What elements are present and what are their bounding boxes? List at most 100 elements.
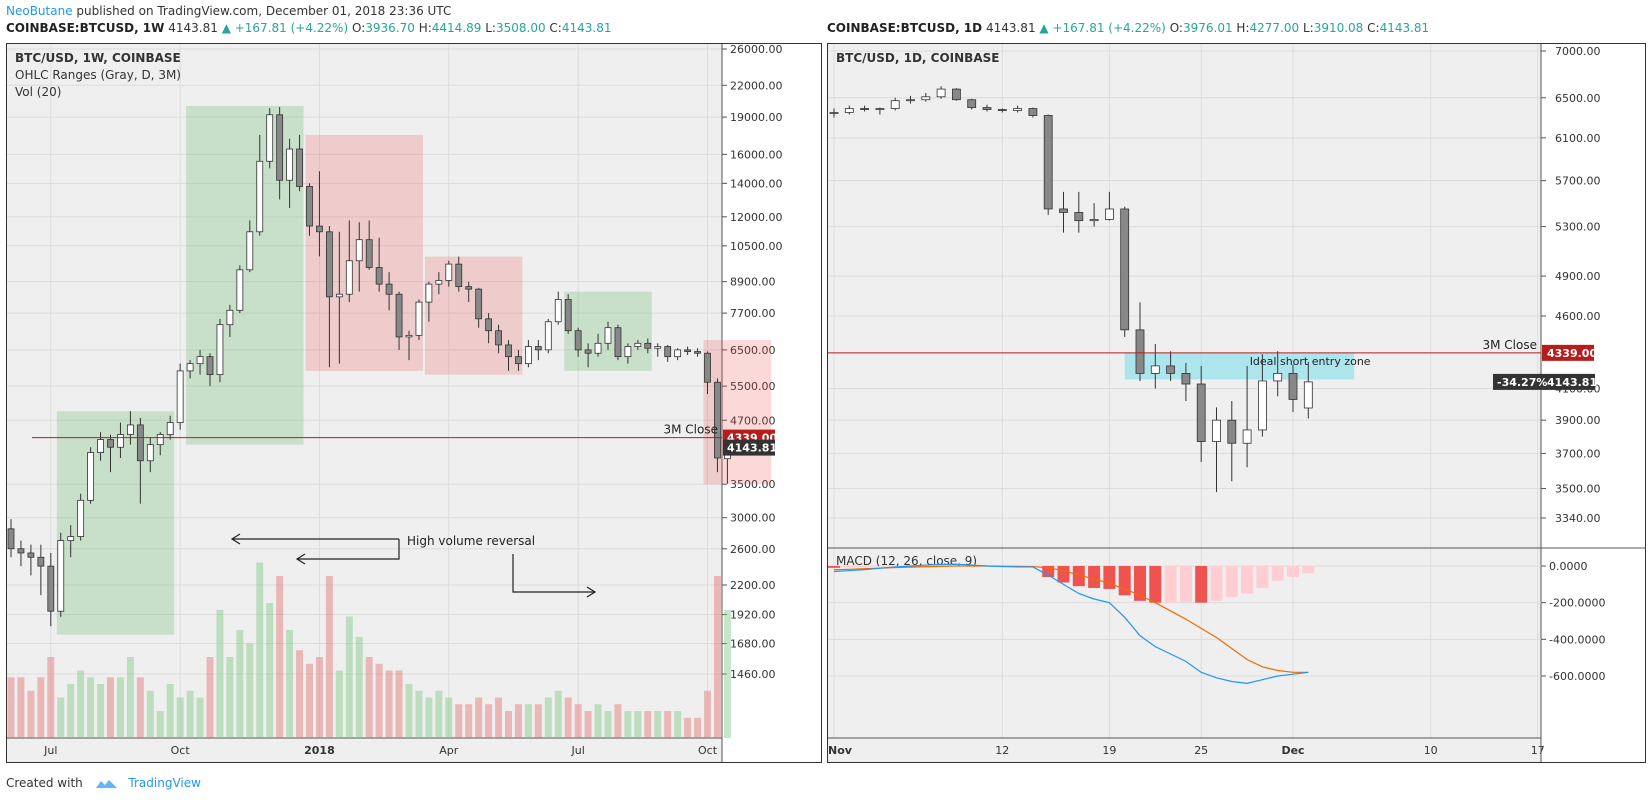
candle-body bbox=[465, 286, 473, 290]
y-tick-label: 12000.00 bbox=[730, 211, 783, 224]
daily-chart-panel[interactable]: 3340.003500.003700.003900.004100.004600.… bbox=[827, 43, 1646, 763]
volume-bar bbox=[594, 704, 602, 738]
volume-bar bbox=[236, 630, 244, 738]
volume-bar bbox=[713, 576, 721, 738]
weekly-chart-svg[interactable]: 1460.00 1680.00 1920.00 2200.00 2600.00 3000.… bbox=[7, 43, 862, 762]
volume-bar bbox=[664, 711, 672, 738]
volume-bar bbox=[176, 697, 184, 738]
macd-line bbox=[833, 563, 1309, 684]
publisher-name[interactable]: NeoButane bbox=[6, 4, 73, 18]
candle-body bbox=[136, 424, 144, 462]
macd-histogram-bar bbox=[1103, 566, 1116, 589]
candle-body bbox=[87, 452, 94, 501]
macd-histogram-bar bbox=[1164, 566, 1177, 603]
volume-bar bbox=[644, 711, 652, 738]
candle-body bbox=[1257, 380, 1267, 431]
candle-body bbox=[952, 88, 961, 101]
arrow-head bbox=[295, 553, 306, 565]
right-change: ▲ +167.81 (+4.22%) bbox=[1039, 21, 1166, 35]
volume-bar bbox=[405, 684, 413, 738]
volume-bar bbox=[425, 697, 433, 738]
right-l-label: L: bbox=[1302, 21, 1314, 35]
candle-body bbox=[1273, 372, 1283, 382]
candle-body bbox=[335, 293, 343, 298]
left-ohlc-header: COINBASE:BTCUSD, 1W 4143.81 ▲ +167.81 (+… bbox=[6, 21, 611, 35]
candle-body bbox=[1181, 372, 1191, 385]
candle-body bbox=[1043, 115, 1053, 210]
volume-bar bbox=[684, 717, 692, 738]
volume-bar bbox=[704, 690, 711, 738]
ohlc-range-box bbox=[703, 340, 772, 485]
macd-histogram-bar bbox=[843, 566, 856, 568]
arrow-head bbox=[586, 586, 597, 598]
x-tick-label: Oct bbox=[698, 744, 718, 757]
volume-bar bbox=[87, 677, 95, 738]
candle-body bbox=[982, 107, 992, 110]
volume-bar bbox=[286, 630, 294, 738]
last-price-tag bbox=[1493, 373, 1595, 390]
volume-bar bbox=[276, 576, 284, 738]
candle-body bbox=[604, 327, 612, 344]
macd-y-tick-label: 0.0000 bbox=[1549, 560, 1588, 573]
candle-body bbox=[1135, 329, 1145, 374]
candle-body bbox=[1196, 383, 1206, 442]
y-tick-label: 6100.00 bbox=[1555, 132, 1601, 145]
candle-body bbox=[77, 499, 85, 537]
volume-bar bbox=[505, 711, 512, 738]
last-price-tag-text: 4143.81 bbox=[1547, 376, 1597, 389]
volume-bar bbox=[694, 717, 702, 738]
candle-body bbox=[1212, 419, 1221, 442]
candle-body bbox=[67, 536, 75, 541]
candle-body bbox=[316, 225, 323, 233]
candle-body bbox=[1227, 419, 1237, 444]
macd-y-tick-label: -400.0000 bbox=[1549, 633, 1605, 646]
tradingview-link[interactable]: TradingView bbox=[128, 776, 201, 790]
macd-histogram-bar bbox=[1210, 566, 1223, 601]
candle-body bbox=[156, 434, 164, 446]
volume-bar bbox=[604, 711, 612, 738]
candle-body bbox=[495, 330, 502, 346]
candle-body bbox=[936, 88, 946, 98]
macd-histogram-bar bbox=[1149, 566, 1162, 603]
candle-body bbox=[345, 260, 353, 295]
volume-bar bbox=[166, 684, 174, 738]
candle-body bbox=[1028, 108, 1038, 116]
volume-bar bbox=[465, 704, 473, 738]
candle-body bbox=[614, 327, 622, 358]
volume-bar bbox=[455, 704, 463, 738]
volume-bar bbox=[206, 657, 214, 738]
volume-bar bbox=[226, 657, 234, 738]
volume-bar bbox=[495, 697, 503, 738]
candle-body bbox=[584, 349, 592, 354]
ohlc-range-box bbox=[56, 411, 175, 635]
macd-y-tick-label: -600.0000 bbox=[1549, 670, 1605, 683]
volume-bar bbox=[524, 704, 532, 738]
candle-body bbox=[365, 239, 373, 268]
candle-body bbox=[276, 114, 284, 181]
macd-histogram-bar bbox=[828, 566, 840, 568]
price-tag-3m bbox=[1542, 344, 1594, 361]
macd-histogram-bar bbox=[1302, 566, 1315, 574]
three-month-close-label: 3M Close bbox=[664, 423, 719, 437]
macd-histogram-bar bbox=[1088, 566, 1101, 588]
weekly-chart-panel[interactable]: 1460.00 1680.00 1920.00 2200.00 2600.00 3000.… bbox=[6, 43, 862, 763]
volume-bar bbox=[256, 562, 264, 738]
x-tick-label: 19 bbox=[1102, 744, 1116, 757]
candle-body bbox=[694, 351, 701, 354]
candle-body bbox=[325, 231, 333, 298]
candle-body bbox=[684, 349, 691, 352]
x-tick-label: Oct bbox=[171, 744, 191, 757]
y-tick-label: 3900.00 bbox=[1555, 414, 1601, 427]
plot-background bbox=[7, 44, 722, 762]
daily-chart-svg[interactable]: 3340.003500.003700.003900.004100.004600.… bbox=[828, 44, 1645, 762]
ohlc-range-box bbox=[305, 134, 423, 371]
volume-bar bbox=[544, 697, 552, 738]
left-open: 3936.70 bbox=[365, 21, 415, 35]
left-price: 4143.81 bbox=[168, 21, 218, 35]
candle-body bbox=[7, 528, 15, 550]
volume-bar bbox=[67, 684, 75, 738]
candle-body bbox=[17, 548, 25, 554]
macd-y-tick-label: -200.0000 bbox=[1549, 597, 1605, 610]
volume-bar bbox=[136, 677, 144, 738]
candle-body bbox=[554, 299, 562, 323]
